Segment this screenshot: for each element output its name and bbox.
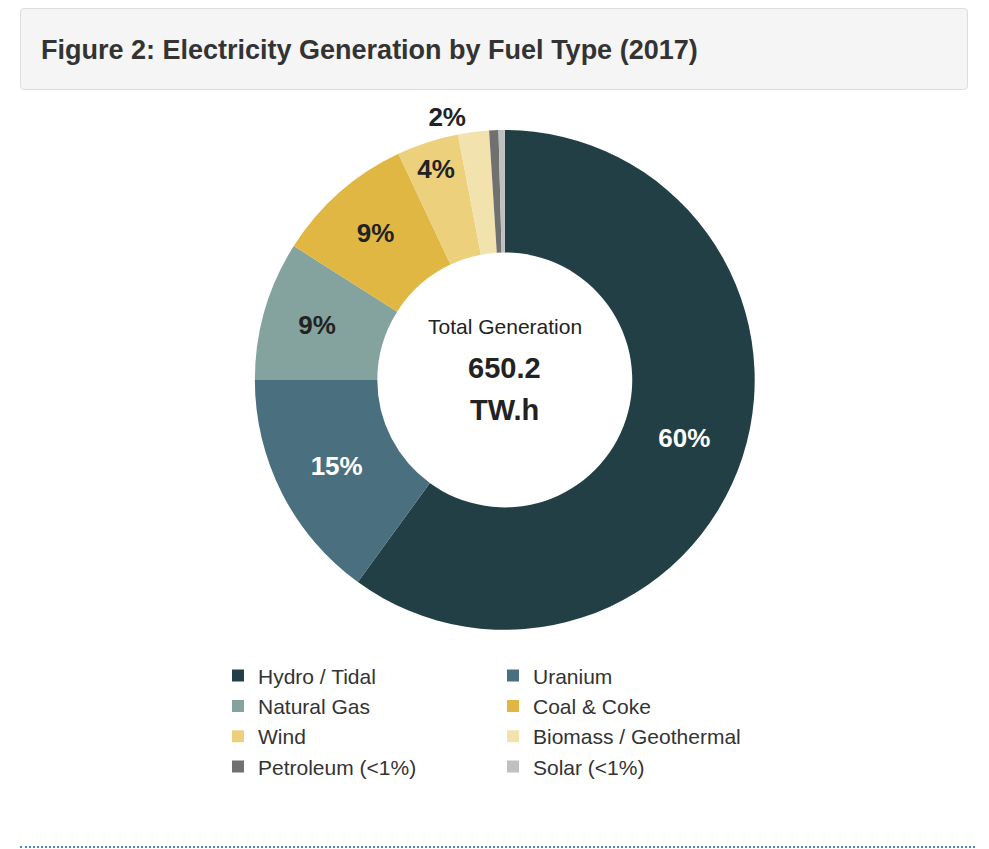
svg-text:650.2: 650.2 <box>468 352 541 384</box>
svg-text:2%: 2% <box>428 102 466 132</box>
svg-text:Petroleum (<1%): Petroleum (<1%) <box>258 756 416 779</box>
svg-text:Coal & Coke: Coal & Coke <box>533 695 651 718</box>
svg-text:9%: 9% <box>357 218 395 248</box>
svg-text:Uranium: Uranium <box>533 665 612 688</box>
svg-text:Biomass / Geothermal: Biomass / Geothermal <box>533 725 741 748</box>
svg-text:Natural Gas: Natural Gas <box>258 695 370 718</box>
html-text:Figure 2: Electricity Generati: Figure 2: Electricity Generation by Fuel… <box>41 35 698 65</box>
svg-text:15%: 15% <box>311 451 363 481</box>
svg-text:Hydro / Tidal: Hydro / Tidal <box>258 665 376 688</box>
svg-text:9%: 9% <box>298 310 336 340</box>
svg-text:Total Generation: Total Generation <box>428 315 582 338</box>
svg-text:Wind: Wind <box>258 725 306 748</box>
svg-text:TW.h: TW.h <box>470 394 539 426</box>
svg-text:60%: 60% <box>658 423 710 453</box>
svg-text:4%: 4% <box>417 154 455 184</box>
svg-text:Solar (<1%): Solar (<1%) <box>533 756 644 779</box>
